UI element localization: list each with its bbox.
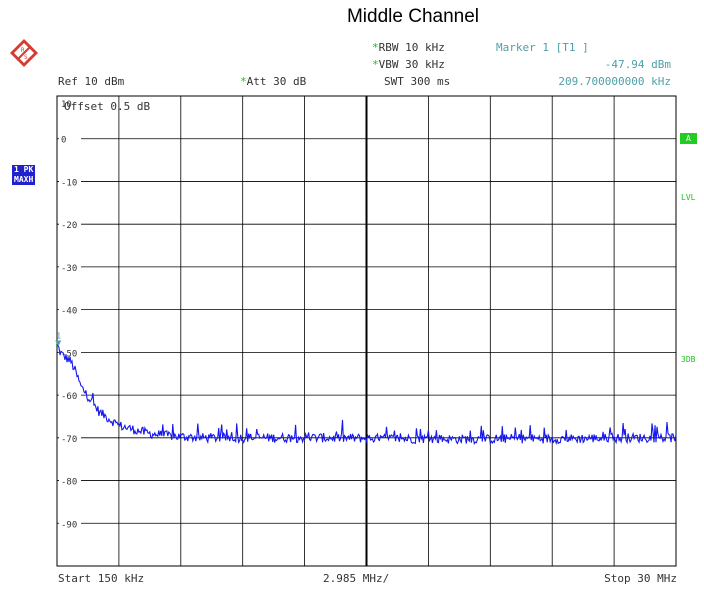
y-tick-background bbox=[59, 476, 81, 485]
grid bbox=[56, 95, 677, 567]
stop-frequency: Stop 30 MHz bbox=[604, 572, 677, 585]
ref-level-readout: Ref 10 dBm bbox=[58, 75, 125, 88]
y-tick-label: -90 bbox=[61, 520, 77, 530]
offset-readout: Offset 0.5 dB bbox=[64, 100, 150, 113]
y-tick-labels: 10 0 -10 -20 -30 -40 -50 -60 -70 -80 -90 bbox=[59, 100, 81, 530]
trace-line bbox=[56, 342, 677, 446]
y-tick-label: -40 bbox=[61, 307, 77, 317]
chart-title: Middle Channel bbox=[346, 6, 480, 27]
y-tick-label: -60 bbox=[61, 392, 77, 402]
start-frequency: Start 150 kHz bbox=[58, 572, 145, 585]
svg-text:R: R bbox=[21, 47, 25, 54]
svg-text:S: S bbox=[24, 54, 28, 61]
y-tick-label: -70 bbox=[61, 435, 77, 445]
trace-badge-maxh: MAXH bbox=[12, 175, 36, 185]
y-tick-background bbox=[59, 177, 81, 186]
trace-a-indicator: A bbox=[680, 133, 697, 144]
marker-frequency: 209.700000000 kHz bbox=[558, 75, 671, 88]
y-tick-background bbox=[59, 134, 81, 143]
rbw-readout: *RBW 10 kHz bbox=[372, 41, 445, 54]
y-tick-background bbox=[59, 519, 81, 528]
3db-indicator: 3DB bbox=[681, 355, 696, 364]
marker-label: Marker 1 [T1 ] bbox=[496, 41, 589, 54]
y-tick-background bbox=[59, 348, 81, 357]
y-tick-label: 10 bbox=[61, 100, 72, 110]
attenuation-readout: *Att 30 dB bbox=[240, 75, 307, 88]
y-tick-background bbox=[59, 433, 81, 442]
vbw-readout: *VBW 30 kHz bbox=[372, 58, 445, 71]
y-tick-background bbox=[59, 305, 81, 314]
y-tick-background bbox=[59, 220, 81, 229]
trace-badge-pk: 1 PK bbox=[12, 165, 36, 175]
y-tick-label: 0 bbox=[61, 136, 66, 146]
marker-level: -47.94 dBm bbox=[604, 58, 671, 71]
y-tick-label: -30 bbox=[61, 264, 77, 274]
y-tick-label: -20 bbox=[61, 221, 77, 231]
y-tick-label: -50 bbox=[61, 349, 77, 359]
swt-readout: SWT 300 ms bbox=[384, 75, 451, 88]
rs-logo-icon: R S bbox=[10, 39, 38, 67]
marker-number: 1 bbox=[56, 332, 61, 341]
marker-1-icon bbox=[55, 340, 62, 347]
y-tick-label: -80 bbox=[61, 478, 77, 488]
lvl-indicator: LVL bbox=[681, 193, 696, 202]
y-tick-background bbox=[59, 262, 81, 271]
y-tick-background bbox=[59, 391, 81, 400]
y-tick-label: -10 bbox=[61, 178, 77, 188]
frequency-per-division: 2.985 MHz/ bbox=[323, 572, 390, 585]
